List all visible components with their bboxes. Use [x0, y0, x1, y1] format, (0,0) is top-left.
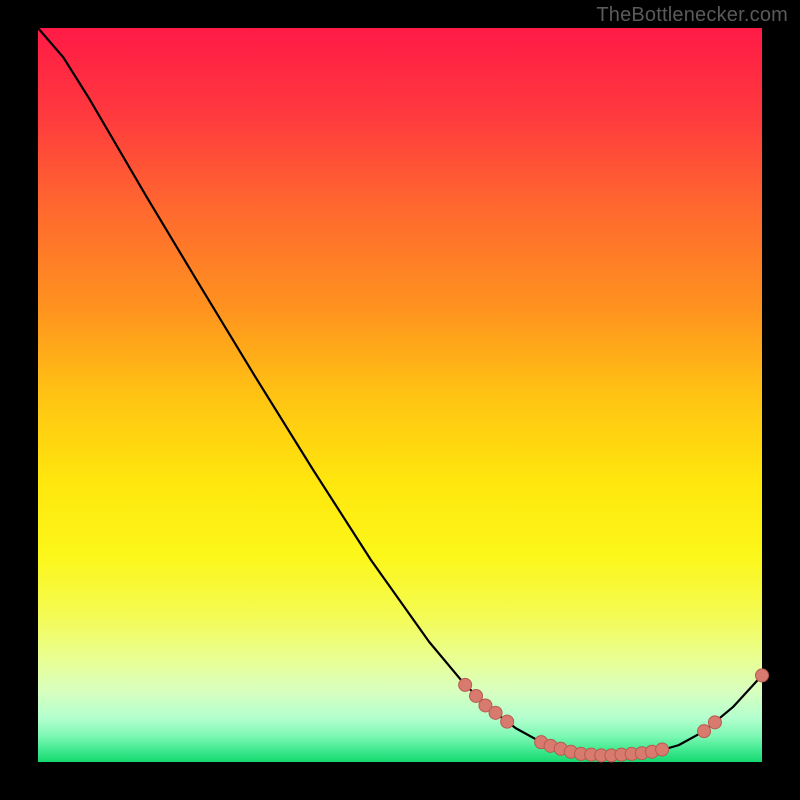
data-marker	[501, 715, 514, 728]
data-marker	[756, 669, 769, 682]
plot-background	[38, 28, 762, 762]
attribution-label: TheBottlenecker.com	[596, 4, 788, 27]
chart-svg	[0, 0, 800, 800]
data-marker	[656, 743, 669, 756]
data-marker	[459, 678, 472, 691]
bottleneck-chart: TheBottlenecker.com	[0, 0, 800, 800]
data-marker	[698, 725, 711, 738]
data-marker	[489, 706, 502, 719]
data-marker	[708, 716, 721, 729]
